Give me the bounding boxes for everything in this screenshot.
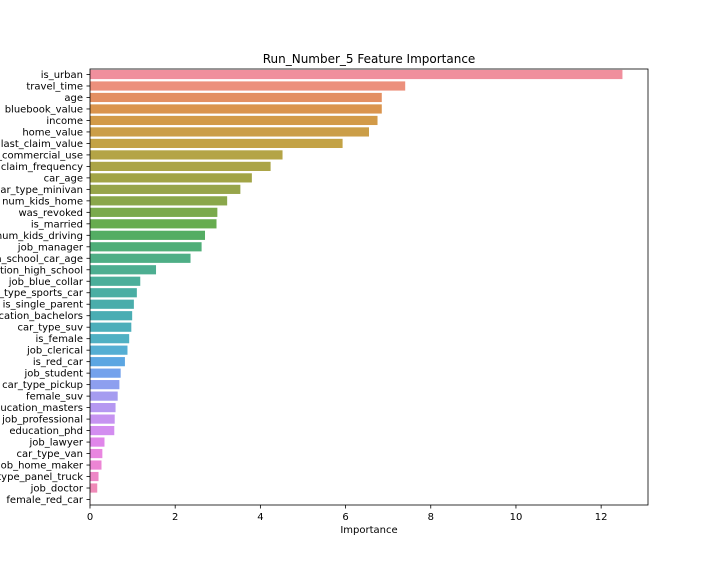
x-tick-label: 0 — [87, 512, 93, 523]
category-label: is_urban — [41, 70, 83, 81]
x-tick-label: 6 — [342, 512, 348, 523]
category-label: job_clerical — [26, 346, 83, 357]
x-axis-ticks-group: 0 2 4 6 8 10 12 — [87, 505, 608, 523]
category-label: bluebook_value — [5, 104, 83, 115]
bar-was-revoked — [90, 207, 218, 217]
bar-job-student — [90, 368, 121, 378]
category-label: car_age — [44, 173, 83, 184]
category-label: home_value — [22, 127, 83, 138]
category-label: last_claim_value — [1, 139, 83, 150]
plot-frame — [89, 68, 649, 506]
category-label: car_type_panel_truck — [0, 472, 83, 483]
bar-num-kids-driving — [90, 230, 206, 240]
x-tick-label: 2 — [172, 512, 178, 523]
category-label: car_type_pickup — [2, 380, 83, 391]
bar-age — [90, 92, 382, 103]
category-label: travel_time — [26, 81, 83, 92]
bar-car-type-sports-car — [90, 288, 137, 298]
bar-bluebook-value — [90, 104, 382, 114]
category-label: is_red_car — [33, 357, 84, 368]
category-label: education_phd — [9, 426, 83, 437]
chart-title: Run_Number_5 Feature Importance — [263, 52, 476, 66]
category-label: job_student — [24, 369, 84, 380]
bar-is-commercial-use — [90, 150, 283, 160]
bar-is-female — [90, 334, 130, 344]
category-label: is_married — [31, 219, 83, 230]
bar-female-suv — [90, 391, 118, 401]
x-axis-label: Importance — [340, 525, 397, 536]
bar-car-type-van — [90, 448, 103, 459]
bar-education-masters — [90, 403, 116, 413]
category-label: was_revoked — [18, 208, 83, 219]
category-label: car_type_van — [17, 449, 83, 460]
bar-is-single-parent — [90, 299, 134, 309]
category-label: is_single_parent — [3, 300, 83, 311]
category-label: female_red_car — [6, 495, 83, 506]
category-label: is_female — [36, 334, 83, 345]
bars-group — [90, 69, 623, 505]
category-label: num_kids_driving — [0, 231, 83, 242]
bar-car-age — [90, 173, 252, 183]
category-label: num_kids_home — [2, 196, 83, 207]
bar-last-claim-value — [90, 138, 343, 149]
bar-job-lawyer — [90, 437, 105, 447]
category-label: job_home_maker — [0, 461, 84, 472]
bar-car-type-suv — [90, 322, 132, 332]
bar-car-type-panel-truck — [90, 471, 99, 482]
bar-car-type-minivan — [90, 184, 241, 194]
bar-education-bachelors — [90, 311, 133, 321]
bar-job-blue-collar — [90, 276, 141, 286]
bar-home-value — [90, 127, 369, 137]
bar-job-clerical — [90, 345, 128, 355]
bar-job-manager — [90, 242, 202, 252]
bar-education-phd — [90, 425, 115, 436]
category-label: claim_frequency — [1, 162, 83, 173]
bar-is-urban — [90, 69, 623, 80]
category-label: female_suv — [26, 392, 83, 403]
x-tick-label: 8 — [428, 512, 434, 523]
bar-num-kids-home — [90, 196, 228, 206]
bar-job-home-maker — [90, 460, 102, 470]
category-label: is_commercial_use — [0, 150, 83, 161]
bar-is-married — [90, 219, 217, 229]
category-label: car_type_minivan — [0, 185, 83, 196]
bar-is-red-car — [90, 357, 125, 367]
bar-job-doctor — [90, 483, 98, 493]
category-label: job_manager — [17, 242, 84, 253]
bar-income — [90, 115, 378, 126]
category-label: income — [46, 116, 83, 127]
bar-job-professional — [90, 414, 115, 424]
category-label: job_doctor — [30, 484, 84, 495]
category-label: car_type_sports_car — [0, 288, 84, 299]
bar-car-type-pickup — [90, 380, 120, 390]
category-label: high_school_car_age — [0, 254, 83, 265]
category-label: job_lawyer — [28, 438, 83, 449]
bar-travel-time — [90, 81, 406, 91]
category-label: education_high_school — [0, 265, 83, 276]
category-label: education_masters — [0, 403, 83, 414]
x-tick-label: 10 — [510, 512, 523, 523]
category-label: job_blue_collar — [8, 277, 84, 288]
x-tick-label: 12 — [595, 512, 608, 523]
category-labels-group: is_urbantravel_timeagebluebook_valueinco… — [0, 70, 90, 506]
bar-education-high-school — [90, 265, 157, 275]
bar-claim-frequency — [90, 161, 271, 171]
category-label: job_professional — [1, 415, 83, 426]
x-tick-label: 4 — [257, 512, 263, 523]
category-label: car_type_suv — [17, 323, 83, 334]
category-label: education_bachelors — [0, 311, 83, 322]
category-label: age — [64, 93, 83, 104]
bar-high-school-car-age — [90, 253, 191, 263]
